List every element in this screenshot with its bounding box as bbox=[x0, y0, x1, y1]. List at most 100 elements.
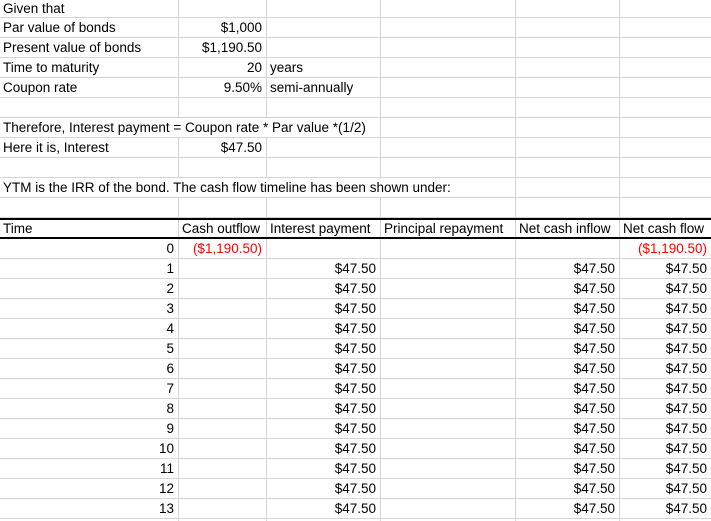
cell-net-cash-flow[interactable]: $47.50 bbox=[665, 501, 707, 516]
cell-empty[interactable] bbox=[267, 158, 381, 177]
cell-empty[interactable] bbox=[381, 78, 516, 97]
cell-principal-repayment[interactable] bbox=[381, 479, 516, 498]
cell-time[interactable]: 6 bbox=[0, 359, 179, 378]
cell-interest-value[interactable]: $47.50 bbox=[179, 138, 267, 157]
cell-empty[interactable] bbox=[620, 18, 711, 37]
cell-net-cash-inflow[interactable]: $47.50 bbox=[516, 359, 620, 378]
cell-principal-repayment[interactable] bbox=[381, 319, 516, 338]
cell-empty[interactable] bbox=[0, 158, 179, 177]
cell-time[interactable]: 11 bbox=[0, 459, 179, 478]
cell-interest-payment[interactable]: $47.50 bbox=[267, 299, 381, 318]
cell-given-title[interactable]: Given that bbox=[0, 0, 179, 17]
header-cell-principal-repayment[interactable]: Principal repayment bbox=[381, 220, 516, 237]
cell-net-cash-flow[interactable]: $47.50 bbox=[665, 341, 707, 356]
cell-empty[interactable] bbox=[381, 198, 516, 217]
cell-empty[interactable] bbox=[381, 138, 516, 157]
cell-empty[interactable] bbox=[267, 138, 381, 157]
cell-interest-payment[interactable]: $47.50 bbox=[267, 359, 381, 378]
cell-net-cash-flow[interactable]: $47.50 bbox=[665, 381, 707, 396]
cell-ytm-note[interactable]: YTM is the IRR of the bond. The cash flo… bbox=[0, 178, 516, 197]
cell-empty[interactable] bbox=[0, 519, 179, 521]
cell-time[interactable]: 0 bbox=[0, 239, 179, 258]
cell-empty[interactable] bbox=[620, 118, 711, 137]
cell-net-cash-inflow[interactable]: $47.50 bbox=[516, 459, 620, 478]
cell-empty[interactable] bbox=[516, 58, 620, 77]
cell-interest-payment[interactable]: $47.50 bbox=[267, 379, 381, 398]
cell-time[interactable]: 13 bbox=[0, 499, 179, 518]
cell-cash-outflow[interactable] bbox=[179, 259, 267, 278]
header-cell-net-cash-flow[interactable]: Net cash flow bbox=[623, 221, 705, 236]
cell-time[interactable]: 3 bbox=[0, 299, 179, 318]
cell-principal-repayment[interactable] bbox=[381, 499, 516, 518]
cell-empty[interactable] bbox=[179, 158, 267, 177]
cell-net-cash-inflow[interactable]: $47.50 bbox=[516, 379, 620, 398]
cell-time[interactable]: 5 bbox=[0, 339, 179, 358]
cell-net-cash-flow[interactable]: $47.50 bbox=[665, 321, 707, 336]
cell-cash-outflow[interactable] bbox=[179, 299, 267, 318]
cell-empty[interactable] bbox=[516, 198, 620, 217]
cell-empty[interactable] bbox=[179, 98, 267, 117]
cell-net-cash-inflow[interactable]: $47.50 bbox=[516, 479, 620, 498]
cell-interest-payment[interactable]: $47.50 bbox=[267, 259, 381, 278]
cell-empty[interactable] bbox=[267, 198, 381, 217]
cell-empty[interactable] bbox=[516, 158, 620, 177]
cell-empty[interactable] bbox=[516, 118, 620, 137]
cell-net-cash-inflow[interactable]: $47.50 bbox=[516, 399, 620, 418]
cell-net-cash-inflow[interactable]: $47.50 bbox=[516, 299, 620, 318]
cell-empty[interactable] bbox=[381, 158, 516, 177]
cell-principal-repayment[interactable] bbox=[381, 339, 516, 358]
cell-empty[interactable] bbox=[267, 519, 381, 521]
cell-cash-outflow[interactable] bbox=[179, 479, 267, 498]
cell-interest-payment[interactable] bbox=[267, 239, 381, 258]
cell-empty[interactable] bbox=[620, 78, 711, 97]
cell-principal-repayment[interactable] bbox=[381, 399, 516, 418]
cell-empty[interactable] bbox=[179, 198, 267, 217]
cell-maturity-value[interactable]: 20 bbox=[179, 58, 267, 77]
cell-cash-outflow[interactable] bbox=[179, 319, 267, 338]
cell-coupon-unit[interactable]: semi-annually bbox=[267, 78, 381, 97]
cell-empty[interactable] bbox=[620, 158, 711, 177]
cell-cash-outflow[interactable] bbox=[179, 439, 267, 458]
cell-interest-payment[interactable]: $47.50 bbox=[267, 339, 381, 358]
cell-cash-outflow[interactable] bbox=[179, 279, 267, 298]
cell-principal-repayment[interactable] bbox=[381, 299, 516, 318]
cell-empty[interactable] bbox=[381, 519, 516, 521]
cell-cash-outflow[interactable] bbox=[179, 419, 267, 438]
cell-interest-payment[interactable]: $47.50 bbox=[267, 439, 381, 458]
cell-net-cash-inflow[interactable]: $47.50 bbox=[516, 419, 620, 438]
cell-net-cash-flow[interactable]: $47.50 bbox=[665, 461, 707, 476]
cell-principal-repayment[interactable] bbox=[381, 239, 516, 258]
cell-cash-outflow[interactable] bbox=[179, 339, 267, 358]
cell-cash-outflow[interactable] bbox=[179, 359, 267, 378]
cell-empty[interactable] bbox=[516, 18, 620, 37]
header-cell-interest-payment[interactable]: Interest payment bbox=[267, 220, 381, 237]
cell-net-cash-flow[interactable]: $47.50 bbox=[665, 361, 707, 376]
cell-principal-repayment[interactable] bbox=[381, 259, 516, 278]
cell-present-value-label[interactable]: Present value of bonds bbox=[0, 38, 179, 57]
cell-empty[interactable] bbox=[516, 178, 620, 197]
cell-empty[interactable] bbox=[179, 0, 267, 17]
cell-net-cash-flow[interactable]: $47.50 bbox=[665, 421, 707, 436]
cell-interest-payment[interactable]: $47.50 bbox=[267, 399, 381, 418]
cell-cash-outflow[interactable] bbox=[179, 499, 267, 518]
cell-par-value-unit[interactable] bbox=[267, 18, 381, 37]
cell-time[interactable]: 10 bbox=[0, 439, 179, 458]
cell-empty[interactable] bbox=[620, 138, 711, 157]
cell-cash-outflow[interactable] bbox=[179, 379, 267, 398]
cell-principal-repayment[interactable] bbox=[381, 379, 516, 398]
cell-net-cash-flow[interactable]: ($1,190.50) bbox=[637, 241, 707, 256]
cell-empty[interactable] bbox=[0, 98, 179, 117]
cell-cash-outflow[interactable] bbox=[179, 459, 267, 478]
cell-cash-outflow[interactable]: ($1,190.50) bbox=[179, 239, 267, 258]
cell-empty[interactable] bbox=[620, 98, 711, 117]
cell-empty[interactable] bbox=[516, 98, 620, 117]
cell-present-value[interactable]: $1,190.50 bbox=[179, 38, 267, 57]
cell-net-cash-flow[interactable]: $47.50 bbox=[665, 481, 707, 496]
cell-empty[interactable] bbox=[381, 0, 516, 17]
cell-empty[interactable] bbox=[620, 38, 711, 57]
cell-net-cash-inflow[interactable]: $47.50 bbox=[516, 319, 620, 338]
cell-cash-outflow[interactable] bbox=[179, 399, 267, 418]
cell-principal-repayment[interactable] bbox=[381, 279, 516, 298]
cell-time[interactable]: 12 bbox=[0, 479, 179, 498]
cell-interest-payment[interactable]: $47.50 bbox=[267, 319, 381, 338]
